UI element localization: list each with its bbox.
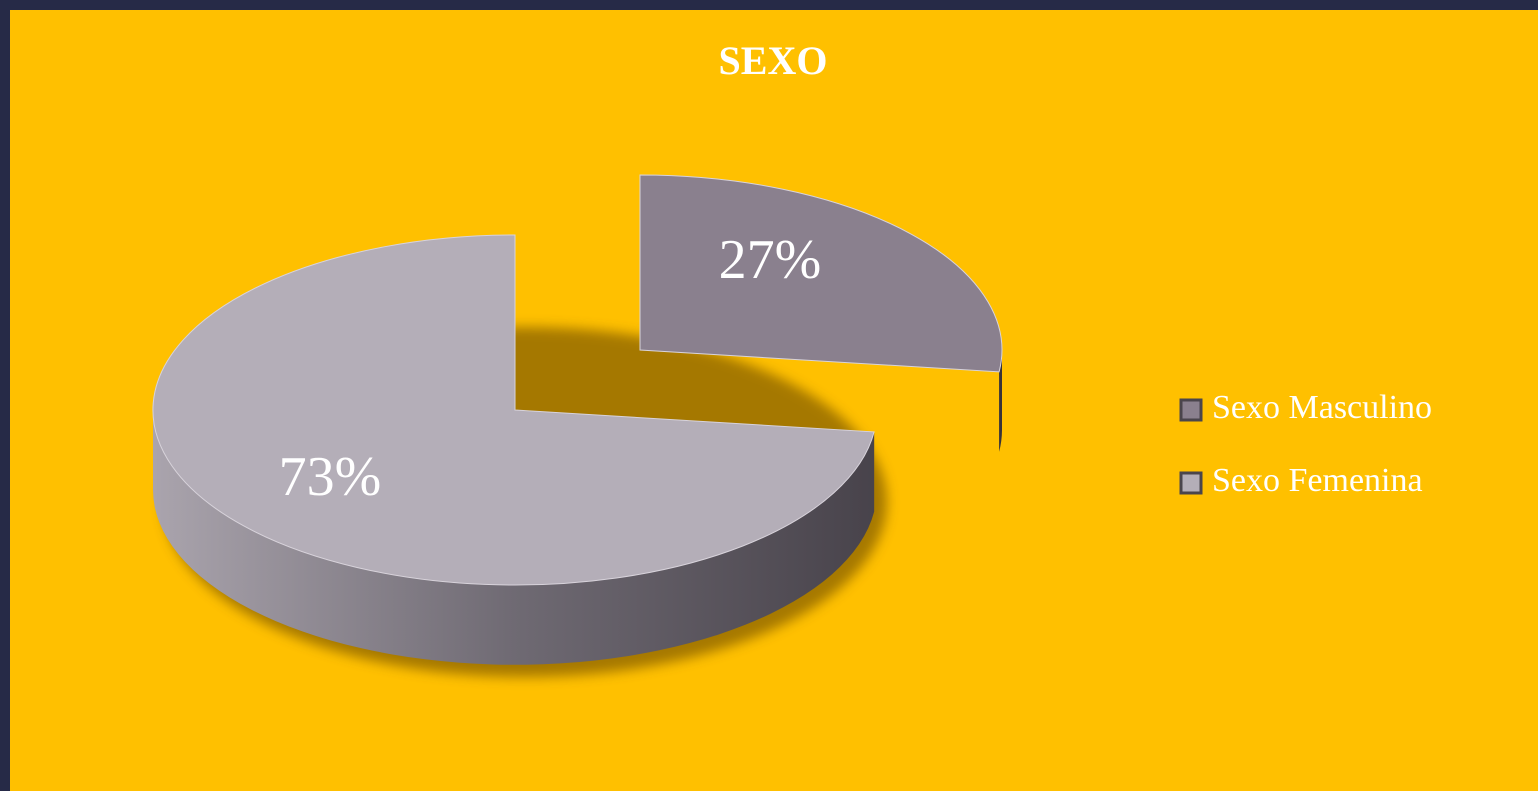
slice	[639, 174, 1003, 373]
data-label: 73%	[279, 446, 382, 508]
chart-title: SEXO	[719, 38, 828, 83]
legend-swatch	[1179, 398, 1203, 422]
legend-swatch	[1179, 471, 1203, 495]
slice-side	[153, 410, 875, 665]
slice	[152, 234, 875, 586]
legend-label: Sexo Masculino	[1212, 389, 1432, 426]
data-label: 27%	[719, 229, 822, 291]
slice-side	[999, 350, 1002, 452]
legend-label: Sexo Femenina	[1212, 462, 1423, 499]
